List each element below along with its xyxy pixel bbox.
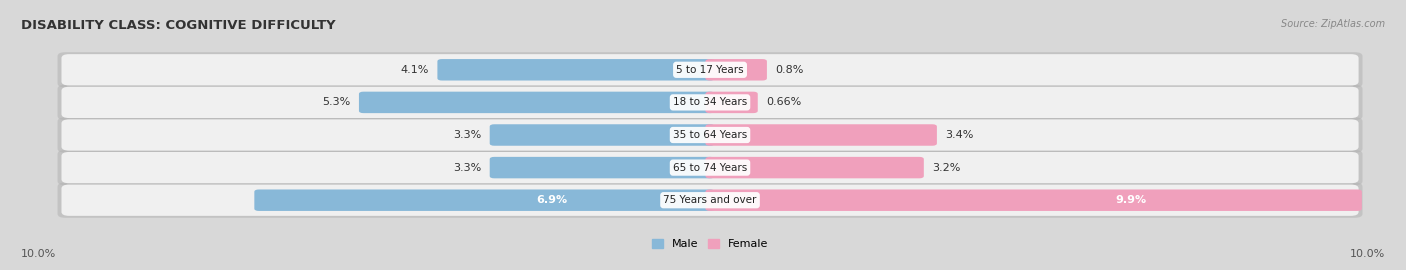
Legend: Male, Female: Male, Female xyxy=(648,235,772,254)
Text: 5.3%: 5.3% xyxy=(322,97,350,107)
Text: 3.3%: 3.3% xyxy=(453,130,481,140)
FancyBboxPatch shape xyxy=(58,183,1362,218)
FancyBboxPatch shape xyxy=(489,157,714,178)
Text: 0.66%: 0.66% xyxy=(766,97,801,107)
FancyBboxPatch shape xyxy=(359,92,714,113)
Text: 5 to 17 Years: 5 to 17 Years xyxy=(676,65,744,75)
FancyBboxPatch shape xyxy=(489,124,714,146)
FancyBboxPatch shape xyxy=(58,52,1362,87)
FancyBboxPatch shape xyxy=(437,59,714,80)
FancyBboxPatch shape xyxy=(62,54,1358,85)
Text: DISABILITY CLASS: COGNITIVE DIFFICULTY: DISABILITY CLASS: COGNITIVE DIFFICULTY xyxy=(21,19,336,32)
Text: 10.0%: 10.0% xyxy=(1350,249,1385,259)
Text: 3.3%: 3.3% xyxy=(453,163,481,173)
FancyBboxPatch shape xyxy=(58,117,1362,153)
FancyBboxPatch shape xyxy=(62,185,1358,216)
Text: 3.2%: 3.2% xyxy=(932,163,960,173)
Text: 3.4%: 3.4% xyxy=(945,130,974,140)
Text: 9.9%: 9.9% xyxy=(1115,195,1146,205)
FancyBboxPatch shape xyxy=(62,87,1358,118)
Text: 0.8%: 0.8% xyxy=(776,65,804,75)
FancyBboxPatch shape xyxy=(254,190,714,211)
Text: 75 Years and over: 75 Years and over xyxy=(664,195,756,205)
FancyBboxPatch shape xyxy=(58,150,1362,185)
Text: 35 to 64 Years: 35 to 64 Years xyxy=(673,130,747,140)
Text: 4.1%: 4.1% xyxy=(401,65,429,75)
FancyBboxPatch shape xyxy=(706,157,924,178)
FancyBboxPatch shape xyxy=(62,119,1358,151)
FancyBboxPatch shape xyxy=(706,190,1362,211)
FancyBboxPatch shape xyxy=(58,85,1362,120)
Text: Source: ZipAtlas.com: Source: ZipAtlas.com xyxy=(1281,19,1385,29)
Text: 6.9%: 6.9% xyxy=(537,195,568,205)
Text: 65 to 74 Years: 65 to 74 Years xyxy=(673,163,747,173)
FancyBboxPatch shape xyxy=(706,59,766,80)
FancyBboxPatch shape xyxy=(62,152,1358,183)
FancyBboxPatch shape xyxy=(706,92,758,113)
Text: 10.0%: 10.0% xyxy=(21,249,56,259)
FancyBboxPatch shape xyxy=(706,124,936,146)
Text: 18 to 34 Years: 18 to 34 Years xyxy=(673,97,747,107)
